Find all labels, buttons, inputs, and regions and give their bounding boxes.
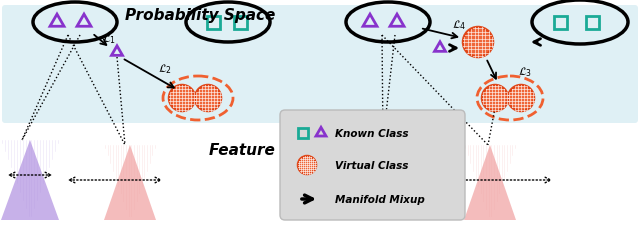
Circle shape (508, 85, 534, 111)
Circle shape (195, 85, 221, 111)
Circle shape (482, 85, 508, 111)
Polygon shape (1, 140, 59, 220)
Bar (234, 15, 246, 28)
Text: $\mathcal{L}_3$: $\mathcal{L}_3$ (518, 65, 532, 79)
Polygon shape (104, 145, 156, 220)
Text: Known Class: Known Class (335, 129, 408, 139)
Circle shape (298, 156, 316, 174)
Circle shape (169, 85, 195, 111)
Text: Manifold Mixup: Manifold Mixup (335, 195, 425, 205)
FancyBboxPatch shape (2, 5, 638, 123)
Text: $\mathcal{L}_4$: $\mathcal{L}_4$ (452, 18, 467, 32)
Bar (207, 15, 220, 28)
Circle shape (463, 27, 493, 57)
Bar (586, 15, 598, 28)
Text: Feature Space: Feature Space (209, 143, 332, 158)
Bar (554, 15, 566, 28)
Text: $\mathcal{L}_2$: $\mathcal{L}_2$ (158, 62, 172, 76)
FancyArrowPatch shape (302, 195, 312, 203)
Bar (298, 128, 308, 138)
Text: Virtual Class: Virtual Class (335, 161, 408, 171)
Text: Probability Space: Probability Space (125, 8, 275, 23)
Text: $\mathcal{L}_1$: $\mathcal{L}_1$ (102, 32, 116, 46)
FancyArrowPatch shape (449, 45, 456, 51)
FancyArrowPatch shape (534, 39, 541, 45)
FancyBboxPatch shape (280, 110, 465, 220)
Polygon shape (464, 145, 516, 220)
Polygon shape (361, 140, 419, 220)
